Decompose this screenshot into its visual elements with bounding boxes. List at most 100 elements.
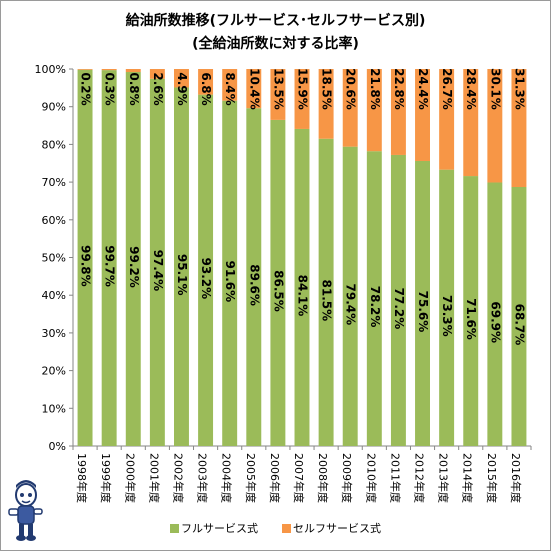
chart-title: 給油所数推移(フルサービス･セルフサービス別) <box>125 13 426 29</box>
data-label-self-service: 0.8% <box>127 72 141 105</box>
x-tick-label: 2004年度 <box>220 453 234 503</box>
data-label-full-service: 81.5% <box>320 280 334 322</box>
x-tick-label: 2005年度 <box>244 453 258 503</box>
data-label-self-service: 0.3% <box>103 72 117 105</box>
data-label-full-service: 84.1% <box>296 275 310 317</box>
data-label-full-service: 99.8% <box>79 245 93 287</box>
x-tick-label: 2014年度 <box>461 453 475 503</box>
chart-subtitle: (全給油所数に対する比率) <box>192 36 359 52</box>
bar-full-service <box>390 154 406 446</box>
bar-self-service <box>342 69 358 147</box>
legend-label-full: フルサービス式 <box>181 522 258 535</box>
bar-self-service <box>125 69 141 73</box>
data-label-self-service: 22.8% <box>392 68 406 110</box>
bar-full-service <box>342 146 358 447</box>
bar-full-service <box>101 70 117 447</box>
y-tick-label: 70% <box>42 176 66 189</box>
data-label-self-service: 10.4% <box>247 68 261 110</box>
legend-item-full: フルサービス式 <box>170 520 258 536</box>
data-label-self-service: 8.4% <box>223 72 237 105</box>
x-tick-label: 1998年度 <box>75 453 89 503</box>
data-label-self-service: 24.4% <box>416 68 430 110</box>
legend-swatch-self <box>282 523 291 533</box>
bar-full-service <box>463 176 479 446</box>
x-tick-label: 2007年度 <box>292 453 306 503</box>
bar-full-service <box>270 119 286 447</box>
x-tick-label: 2006年度 <box>268 453 282 503</box>
x-tick-label: 2012年度 <box>413 453 427 503</box>
y-tick-label: 80% <box>42 138 66 151</box>
legend-label-self: セルフサービス式 <box>293 522 381 535</box>
bar-full-service <box>222 100 238 446</box>
bar-self-service <box>390 69 406 155</box>
data-label-self-service: 30.1% <box>488 68 502 110</box>
bar-self-service <box>149 69 165 79</box>
data-label-full-service: 69.9% <box>488 301 502 343</box>
y-tick-label: 30% <box>42 327 66 340</box>
bar-full-service <box>439 169 455 446</box>
data-label-full-service: 71.6% <box>464 298 478 340</box>
bar-self-service <box>101 69 117 71</box>
x-tick-label: 2009年度 <box>340 453 354 503</box>
y-tick-label: 20% <box>42 365 66 378</box>
bar-full-service <box>294 128 310 446</box>
data-label-full-service: 78.2% <box>368 286 382 328</box>
y-tick-label: 100% <box>35 63 66 76</box>
data-label-self-service: 4.9% <box>175 72 189 105</box>
bar-self-service <box>318 69 334 139</box>
data-label-self-service: 0.2% <box>79 72 93 105</box>
legend-item-self: セルフサービス式 <box>282 520 381 536</box>
bar-self-service <box>270 69 286 120</box>
y-tick-label: 60% <box>42 214 66 227</box>
bar-full-service <box>415 160 430 446</box>
data-label-self-service: 18.5% <box>320 68 334 110</box>
data-label-self-service: 15.9% <box>296 68 310 110</box>
bar-self-service <box>439 69 455 170</box>
data-label-full-service: 91.6% <box>223 261 237 303</box>
data-label-full-service: 99.2% <box>127 246 141 288</box>
data-label-self-service: 28.4% <box>464 68 478 110</box>
bar-full-service <box>246 108 262 446</box>
data-label-full-service: 86.5% <box>271 270 285 312</box>
mascot-character-icon <box>8 480 43 541</box>
bar-self-service <box>294 69 310 129</box>
bar-self-service <box>366 69 382 152</box>
x-tick-label: 2011年度 <box>388 453 402 503</box>
x-tick-label: 2008年度 <box>316 453 330 503</box>
x-tick-label: 2002年度 <box>171 453 185 503</box>
bar-full-service <box>125 72 141 447</box>
data-label-full-service: 99.7% <box>103 245 117 287</box>
data-label-full-service: 97.4% <box>151 250 165 292</box>
x-tick-label: 2001年度 <box>147 453 161 503</box>
data-label-self-service: 2.6% <box>151 72 165 105</box>
data-label-full-service: 75.6% <box>416 291 430 333</box>
data-label-full-service: 93.2% <box>199 257 213 299</box>
data-label-full-service: 77.2% <box>392 288 406 330</box>
data-label-full-service: 68.7% <box>512 304 526 346</box>
y-tick-label: 10% <box>42 402 66 415</box>
x-tick-label: 2003年度 <box>196 453 210 503</box>
data-label-self-service: 21.8% <box>368 68 382 110</box>
data-label-self-service: 31.3% <box>512 68 526 110</box>
bar-self-service <box>222 69 238 101</box>
data-label-self-service: 26.7% <box>440 68 454 110</box>
bar-full-service <box>511 187 527 446</box>
bar-full-service <box>366 151 382 446</box>
y-tick-label: 50% <box>42 252 66 265</box>
data-label-self-service: 6.8% <box>199 72 213 105</box>
data-label-full-service: 95.1% <box>175 254 189 296</box>
bar-full-service <box>487 182 503 447</box>
bar-self-service <box>174 69 189 88</box>
bar-self-service <box>415 69 430 161</box>
bar-full-service <box>149 78 165 446</box>
bar-self-service <box>198 69 214 95</box>
bar-self-service <box>511 69 527 188</box>
x-tick-label: 2000年度 <box>123 453 137 503</box>
x-tick-label: 1999年度 <box>99 453 113 503</box>
bar-full-service <box>198 94 214 447</box>
bar-full-service <box>318 138 334 446</box>
bar-full-service <box>174 87 189 447</box>
y-tick-label: 0% <box>49 440 66 453</box>
x-tick-label: 2013年度 <box>437 453 451 503</box>
